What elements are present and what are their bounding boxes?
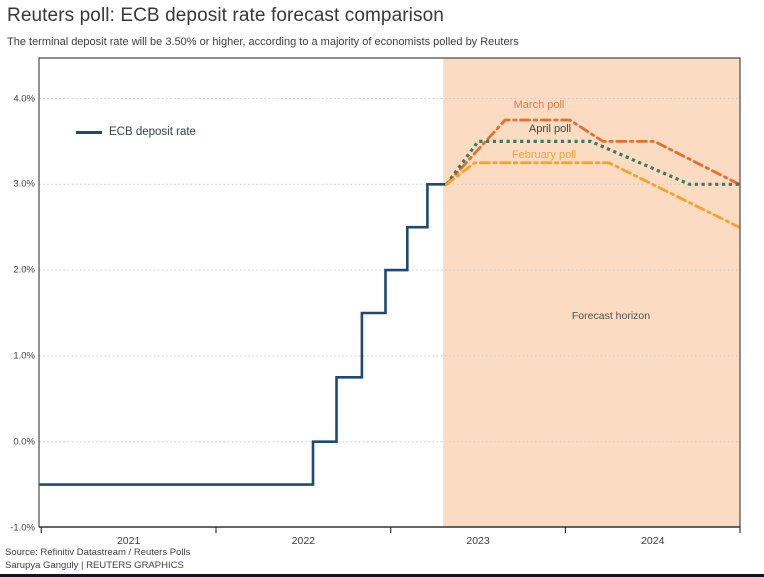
y-tick-label: 0.0% [13, 436, 35, 448]
x-tick-label: 2022 [291, 535, 316, 547]
forecast-region [443, 58, 741, 527]
series-april-poll [445, 139, 740, 186]
source-text: Source: Refinitiv Datastream / Reuters P… [5, 547, 191, 558]
legend-line-swatch [76, 130, 102, 134]
legend: ECB deposit rate [76, 126, 196, 138]
chart-subtitle: The terminal deposit rate will be 3.50% … [7, 36, 519, 48]
credit-text: Sarupya Ganguly | REUTERS GRAPHICS [5, 560, 184, 571]
x-tick-label: 2024 [641, 535, 665, 547]
y-tick-label: 1.0% [13, 350, 35, 362]
x-tick-label: 2021 [116, 535, 141, 547]
footer-rule [0, 574, 764, 577]
february-poll-label: February poll [511, 149, 577, 161]
y-tick-label: 4.0% [13, 93, 35, 104]
legend-label: ECB deposit rate [109, 126, 196, 138]
april-poll-label: April poll [528, 123, 572, 135]
series-ecb-deposit-rate [39, 183, 447, 486]
march-poll-label: March poll [513, 99, 565, 111]
series-february-poll [445, 161, 741, 229]
series-march-poll [445, 118, 741, 186]
y-tick-label: 2.0% [13, 264, 35, 276]
y-tick-label: -1.0% [10, 522, 35, 533]
plot-border [38, 57, 741, 527]
page-title: Reuters poll: ECB deposit rate forecast … [7, 5, 444, 26]
y-tick-label: 3.0% [13, 178, 35, 190]
forecast-horizon-label: Forecast horizon [571, 310, 651, 322]
x-tick-label: 2023 [466, 535, 490, 547]
